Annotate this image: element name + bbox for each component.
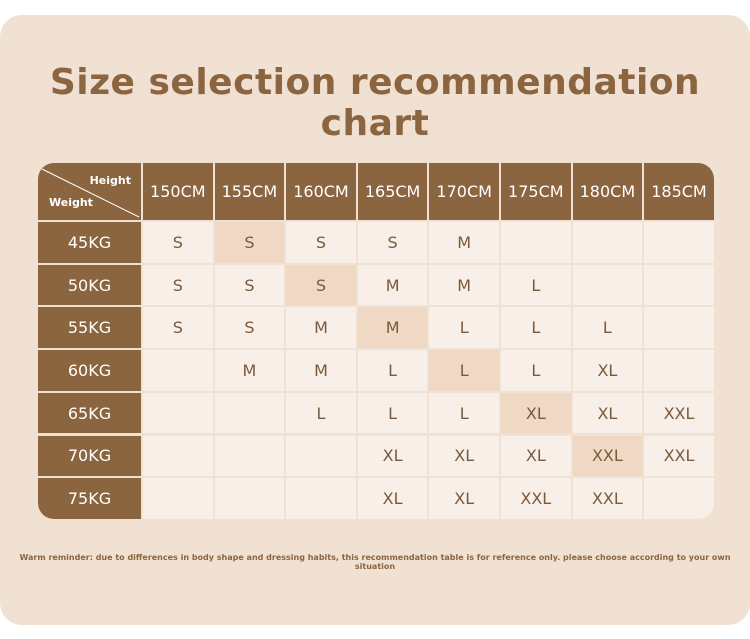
weight-axis-label: Weight — [49, 196, 93, 209]
size-cell: XL — [429, 435, 499, 477]
size-cell — [644, 264, 714, 306]
row-header: 60KG — [38, 350, 141, 391]
row-header: 70KG — [38, 435, 141, 477]
column-header: 155CM — [214, 163, 285, 220]
size-cell: XL — [429, 478, 499, 519]
column-header: 150CM — [143, 163, 213, 220]
column-header: 165CM — [357, 163, 428, 220]
size-cell: XL — [357, 435, 428, 477]
column-header: 175CM — [501, 163, 571, 220]
size-cell: XL — [572, 392, 643, 434]
size-cell: XXL — [572, 435, 643, 477]
size-cell — [286, 478, 356, 519]
size-cell — [572, 222, 643, 263]
size-cell — [214, 392, 285, 434]
column-header: 170CM — [429, 163, 499, 220]
size-cell: M — [214, 350, 285, 391]
size-cell: M — [357, 307, 428, 349]
size-cell: L — [501, 350, 571, 391]
size-cell — [143, 435, 213, 477]
size-cell — [572, 264, 643, 306]
size-cell — [214, 478, 285, 519]
size-cell: L — [501, 264, 571, 306]
size-cell: S — [214, 222, 285, 263]
size-cell: L — [429, 350, 499, 391]
size-cell: M — [286, 307, 356, 349]
size-cell: XL — [572, 350, 643, 391]
size-cell: L — [501, 307, 571, 349]
size-cell: M — [286, 350, 356, 391]
size-cell: M — [429, 222, 499, 263]
size-cell: L — [286, 392, 356, 434]
chart-title: Size selection recommendation chart — [49, 62, 701, 144]
size-cell: M — [429, 264, 499, 306]
size-cell: S — [214, 264, 285, 306]
size-cell — [214, 435, 285, 477]
row-header: 75KG — [38, 478, 141, 519]
size-cell: L — [429, 392, 499, 434]
size-table: Height Weight 150CM 155CM 160CM 165CM 170CM 1… — [38, 163, 714, 519]
size-cell — [644, 222, 714, 263]
size-cell: XXL — [644, 435, 714, 477]
size-cell: L — [357, 392, 428, 434]
size-cell — [143, 392, 213, 434]
size-cell: S — [214, 307, 285, 349]
decorative-bar — [37, 79, 437, 137]
size-cell — [644, 478, 714, 519]
size-cell: S — [143, 307, 213, 349]
warm-reminder-note: Warm reminder: due to differences in bod… — [19, 553, 731, 571]
column-header: 160CM — [286, 163, 356, 220]
column-header: 185CM — [644, 163, 714, 220]
height-axis-label: Height — [89, 174, 131, 187]
size-cell: S — [143, 264, 213, 306]
size-cell: S — [286, 264, 356, 306]
row-header: 45KG — [38, 222, 141, 263]
size-cell: XL — [501, 392, 571, 434]
size-cell: M — [357, 264, 428, 306]
size-cell: XXL — [644, 392, 714, 434]
column-header: 180CM — [572, 163, 643, 220]
size-cell — [501, 222, 571, 263]
size-cell: L — [572, 307, 643, 349]
size-cell: XXL — [572, 478, 643, 519]
size-cell: S — [357, 222, 428, 263]
size-cell — [143, 350, 213, 391]
size-cell — [644, 307, 714, 349]
size-cell — [143, 478, 213, 519]
size-cell: L — [429, 307, 499, 349]
size-cell — [644, 350, 714, 391]
size-cell: XL — [501, 435, 571, 477]
diagonal-divider — [41, 168, 140, 218]
size-cell: XXL — [501, 478, 571, 519]
size-cell: L — [357, 350, 428, 391]
row-header: 55KG — [38, 307, 141, 349]
size-cell: S — [143, 222, 213, 263]
size-cell — [286, 435, 356, 477]
size-cell: XL — [357, 478, 428, 519]
row-header: 65KG — [38, 392, 141, 434]
size-cell: S — [286, 222, 356, 263]
table-corner-header: Height Weight — [38, 163, 141, 220]
row-header: 50KG — [38, 264, 141, 306]
